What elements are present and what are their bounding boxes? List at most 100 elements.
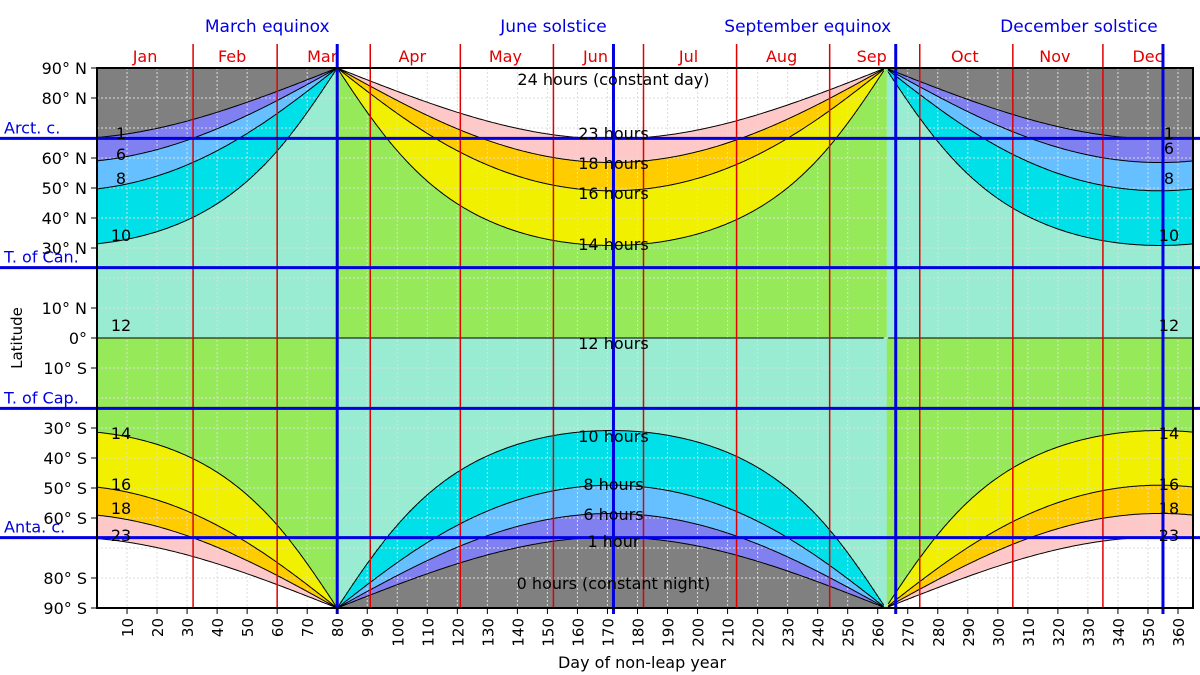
daylength-band-cell xyxy=(124,157,128,184)
daylength-band-cell xyxy=(283,97,287,108)
daylength-band-cell xyxy=(502,338,506,449)
daylength-band-cell xyxy=(982,537,987,557)
daylength-band-cell xyxy=(622,338,627,431)
daylength-band-cell xyxy=(325,338,329,592)
daylength-band-cell xyxy=(757,338,762,468)
x-tick-label: 130 xyxy=(479,618,497,647)
daylength-band-cell xyxy=(421,68,425,101)
daylength-band-cell xyxy=(211,131,215,153)
daylength-band-cell xyxy=(739,138,744,163)
daylength-band-cell xyxy=(358,80,362,86)
daylength-band-cell xyxy=(277,585,281,608)
daylength-band-cell xyxy=(133,133,137,155)
daylength-band-cell xyxy=(733,536,738,555)
daylength-band-cell xyxy=(946,92,951,102)
daylength-band-cell xyxy=(247,543,251,561)
daylength-band-cell xyxy=(955,512,960,554)
daylength-band-cell xyxy=(637,432,642,486)
month-label: Aug xyxy=(766,47,797,66)
daylength-band-cell xyxy=(1162,338,1167,431)
daylength-band-cell xyxy=(97,487,101,515)
daylength-band-cell xyxy=(307,90,311,110)
daylength-band-cell xyxy=(781,485,786,535)
daylength-band-cell xyxy=(97,432,101,487)
daylength-band-cell xyxy=(868,599,873,602)
daylength-band-cell xyxy=(652,188,657,243)
daylength-band-cell xyxy=(1153,431,1158,485)
daylength-band-cell xyxy=(808,124,813,167)
daylength-band-cell xyxy=(1093,68,1098,134)
daylength-band-cell xyxy=(967,100,972,112)
daylength-band-cell xyxy=(574,432,579,487)
daylength-band-cell xyxy=(835,539,840,571)
daylength-band-cell xyxy=(964,503,969,549)
daylength-band-cell xyxy=(745,338,750,462)
daylength-band-cell xyxy=(541,156,546,183)
daylength-band-cell xyxy=(829,109,834,144)
daylength-band-cell xyxy=(532,181,536,236)
daylength-band-cell xyxy=(994,551,999,567)
daylength-band-cell xyxy=(490,167,494,222)
daylength-band-cell xyxy=(1081,439,1086,495)
daylength-band-cell xyxy=(1009,338,1014,469)
daylength-band-cell xyxy=(385,87,389,95)
daylength-band-cell xyxy=(313,590,317,596)
daylength-band-cell xyxy=(643,137,648,161)
daylength-band-cell xyxy=(748,68,753,117)
daylength-band-cell xyxy=(205,68,209,115)
daylength-band-cell xyxy=(898,602,903,608)
daylength-band-cell xyxy=(1153,68,1158,139)
daylength-band-cell xyxy=(670,134,675,157)
daylength-band-cell xyxy=(571,488,576,516)
daylength-band-cell xyxy=(568,433,573,488)
daylength-band-cell xyxy=(448,566,452,608)
daylength-band-cell xyxy=(1183,514,1188,538)
daylength-band-cell xyxy=(742,460,747,515)
daylength-band-cell xyxy=(745,462,750,516)
daylength-band-cell xyxy=(394,91,398,100)
daylength-band-cell xyxy=(529,545,533,608)
daylength-band-cell xyxy=(325,592,329,600)
daylength-band-cell xyxy=(169,449,173,505)
daylength-band-cell xyxy=(676,68,681,134)
daylength-band-cell xyxy=(853,92,858,113)
daylength-band-cell xyxy=(511,175,515,230)
daylength-band-cell xyxy=(1006,68,1011,113)
daylength-band-cell xyxy=(754,543,759,561)
daylength-band-cell xyxy=(418,68,422,100)
daylength-band-cell xyxy=(1078,338,1083,440)
daylength-band-cell xyxy=(115,68,119,135)
daylength-band-cell xyxy=(508,147,512,174)
daylength-band-cell xyxy=(988,142,993,193)
daylength-band-cell xyxy=(220,565,224,608)
daylength-band-cell xyxy=(1030,556,1035,608)
daylength-band-cell xyxy=(214,113,218,129)
daylength-band-cell xyxy=(838,86,843,93)
daylength-band-cell xyxy=(700,443,705,499)
daylength-band-cell xyxy=(835,68,840,87)
daylength-band-cell xyxy=(700,150,705,177)
daylength-band-cell xyxy=(1054,173,1059,228)
daylength-band-cell xyxy=(847,594,852,608)
daylength-band-cell xyxy=(586,190,591,245)
daylength-band-cell xyxy=(286,95,290,106)
daylength-band-cell xyxy=(943,150,948,338)
daylength-band-cell xyxy=(721,532,726,552)
daylength-band-cell xyxy=(1000,565,1005,608)
daylength-band-cell xyxy=(784,338,789,487)
daylength-band-cell xyxy=(706,445,711,501)
daylength-band-cell xyxy=(523,234,527,338)
daylength-band-cell xyxy=(457,129,461,152)
daylength-band-cell xyxy=(874,338,879,594)
daylength-band-cell xyxy=(145,131,149,152)
daylength-band-cell xyxy=(352,595,356,599)
daylength-band-cell xyxy=(250,575,254,608)
daylength-band-cell xyxy=(178,508,182,533)
daylength-band-cell xyxy=(451,475,455,528)
daylength-band-cell xyxy=(238,138,242,187)
daylength-band-cell xyxy=(376,549,380,577)
daylength-band-cell xyxy=(751,211,756,338)
daylength-band-cell xyxy=(373,97,377,123)
daylength-band-cell xyxy=(712,529,717,550)
daylength-band-cell xyxy=(781,107,786,121)
